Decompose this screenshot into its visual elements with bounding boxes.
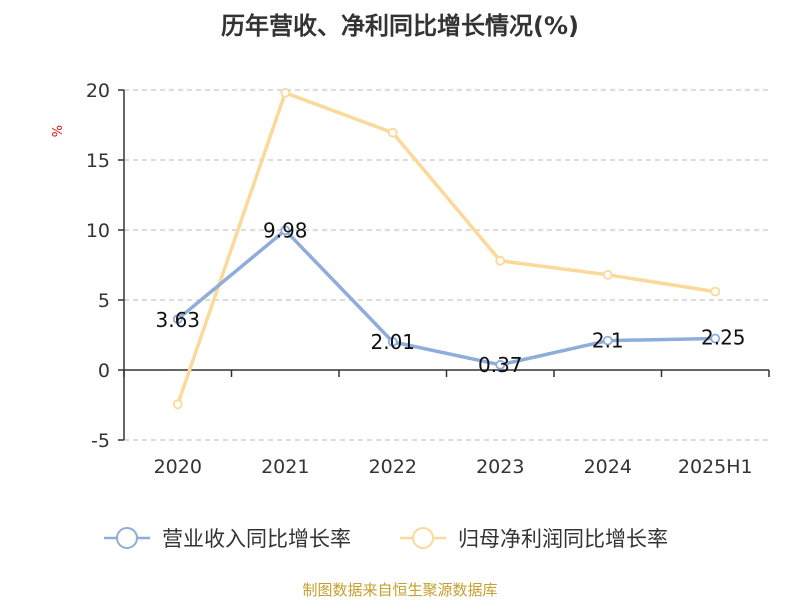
data-point[interactable] (710, 286, 721, 297)
legend[interactable]: 营业收入同比增长率 归母净利润同比增长率 (104, 527, 668, 551)
y-tick-label: 20 (86, 80, 110, 102)
chart-title: 历年营收、净利同比增长情况(%) (221, 12, 579, 40)
x-tick-labels: 2020 2021 2022 2023 2024 2025H1 (123, 370, 770, 478)
y-tick-label: 5 (98, 290, 110, 312)
data-point[interactable] (602, 335, 613, 346)
y-tick-labels: -5 0 5 10 15 20 (86, 80, 124, 452)
series-line (176, 228, 717, 367)
data-point[interactable] (710, 333, 721, 344)
legend-item-net-profit[interactable]: 归母净利润同比增长率 (400, 527, 668, 551)
data-label: 2.1 (592, 329, 624, 353)
data-point[interactable] (495, 359, 506, 370)
data-point[interactable] (280, 87, 291, 98)
series-revenue-growth (172, 225, 721, 370)
data-point[interactable] (172, 399, 183, 410)
data-point[interactable] (172, 314, 183, 325)
data-label: 0.37 (478, 353, 523, 377)
data-label: 2.25 (701, 326, 746, 350)
y-unit-label: % (51, 125, 66, 137)
legend-item-revenue[interactable]: 营业收入同比增长率 (104, 527, 351, 551)
series-layer: 3.63 9.98 2.01 0.37 2.1 2.25 (155, 87, 746, 410)
y-tick-label: -5 (91, 430, 110, 452)
source-note: 制图数据来自恒生聚源数据库 (302, 581, 498, 599)
legend-label: 营业收入同比增长率 (162, 527, 351, 551)
y-tick-label: 10 (86, 220, 110, 242)
data-point[interactable] (495, 255, 506, 266)
data-point[interactable] (387, 336, 398, 347)
grid-lines (124, 89, 769, 441)
y-tick-label: 0 (98, 360, 110, 382)
axes (123, 90, 769, 440)
x-tick-label: 2025H1 (678, 456, 753, 478)
data-point[interactable] (280, 225, 291, 236)
x-tick-label: 2021 (261, 456, 309, 478)
series-line (176, 91, 717, 407)
legend-label: 归母净利润同比增长率 (458, 527, 668, 551)
x-tick-label: 2024 (584, 456, 632, 478)
series-net-profit-growth (172, 87, 721, 410)
data-point[interactable] (387, 127, 398, 138)
legend-marker-icon (116, 527, 138, 549)
data-label: 3.63 (155, 308, 200, 332)
x-tick-label: 2020 (154, 456, 202, 478)
data-point[interactable] (602, 269, 613, 280)
data-label: 9.98 (263, 218, 308, 242)
data-label: 2.01 (370, 330, 415, 354)
x-tick-label: 2023 (476, 456, 524, 478)
x-tick-label: 2022 (369, 456, 417, 478)
y-tick-label: 15 (86, 150, 110, 172)
legend-marker-icon (412, 527, 434, 549)
